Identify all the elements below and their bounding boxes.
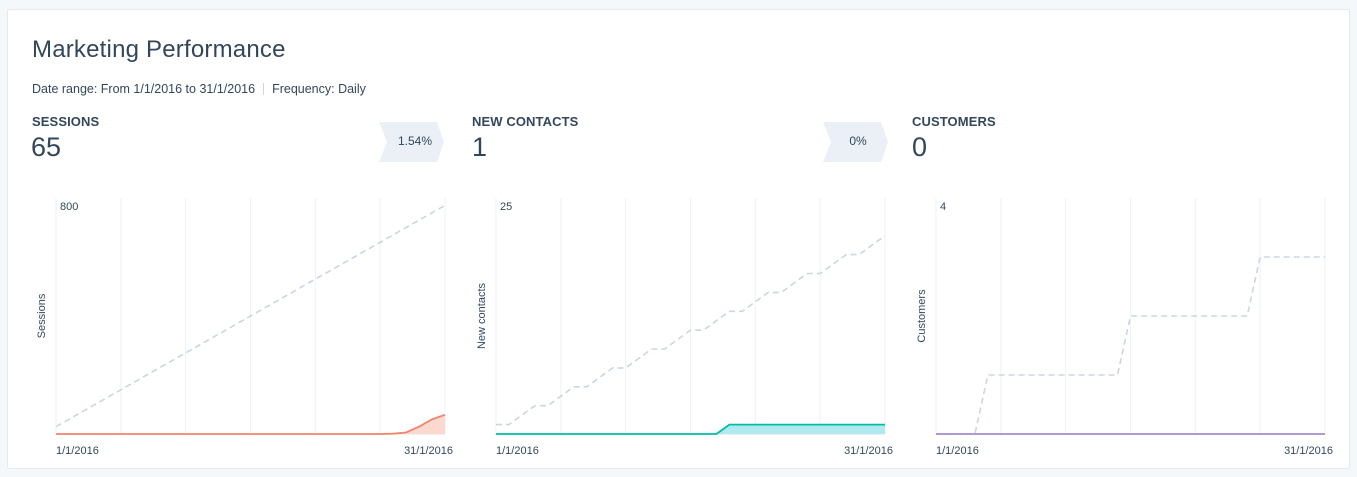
x-tick-label: 31/1/2016 bbox=[844, 445, 893, 457]
report-meta: Date range: From 1/1/2016 to 31/1/2016 Fr… bbox=[32, 82, 366, 96]
metric-title: SESSIONS bbox=[32, 114, 100, 129]
change-value: 1.54% bbox=[397, 134, 433, 148]
x-tick-label: 31/1/2016 bbox=[1284, 445, 1333, 457]
y-axis-label: Customers bbox=[916, 289, 928, 343]
y-tick-label: 800 bbox=[60, 201, 78, 213]
metric-title: CUSTOMERS bbox=[912, 114, 996, 129]
metric-value: 65 bbox=[31, 132, 62, 162]
series-area bbox=[496, 424, 885, 434]
x-tick-label: 1/1/2016 bbox=[56, 445, 99, 457]
y-tick-label: 25 bbox=[500, 201, 512, 213]
series-line bbox=[496, 423, 885, 435]
comparison-line bbox=[496, 235, 886, 426]
series-line bbox=[56, 413, 446, 435]
y-axis-label: New contacts bbox=[476, 282, 488, 349]
sessions-chart: 800 Sessions 1/1/2016 31/1/2016 bbox=[36, 198, 453, 457]
report-card: Marketing Performance Date range: From 1… bbox=[7, 9, 1350, 469]
x-tick-label: 1/1/2016 bbox=[936, 445, 979, 457]
metric-value: 1 bbox=[472, 132, 488, 162]
change-value: 0% bbox=[849, 134, 867, 148]
metric-value: 0 bbox=[912, 132, 928, 162]
comparison-line bbox=[936, 256, 1325, 435]
meta-divider bbox=[263, 83, 265, 95]
date-range: Date range: From 1/1/2016 to 31/1/2016 bbox=[32, 82, 256, 96]
new-contacts-chart: 25 New contacts 1/1/2016 31/1/2016 bbox=[476, 198, 893, 457]
change-badge bbox=[379, 122, 444, 162]
comparison-line bbox=[55, 204, 446, 428]
y-tick-label: 4 bbox=[940, 201, 946, 213]
x-tick-label: 1/1/2016 bbox=[496, 445, 539, 457]
change-badge bbox=[823, 122, 888, 162]
metric-title: NEW CONTACTS bbox=[472, 114, 579, 129]
page-title: Marketing Performance bbox=[32, 36, 286, 63]
y-axis-label: Sessions bbox=[36, 293, 48, 338]
x-tick-label: 31/1/2016 bbox=[404, 445, 453, 457]
frequency: Frequency: Daily bbox=[272, 82, 366, 96]
customers-chart: 4 Customers 1/1/2016 31/1/2016 bbox=[916, 198, 1333, 457]
